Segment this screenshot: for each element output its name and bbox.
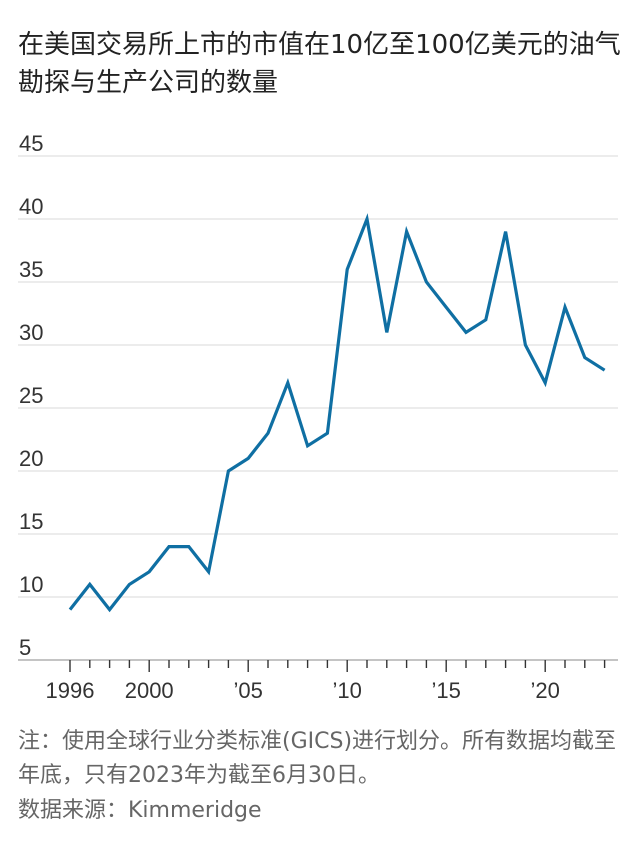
- y-tick-label: 35: [19, 257, 43, 282]
- chart-title: 在美国交易所上市的市值在10亿至100亿美元的油气勘探与生产公司的数量: [18, 30, 621, 98]
- y-tick-label: 45: [19, 131, 43, 156]
- x-tick-label: ’20: [531, 678, 560, 703]
- y-tick-label: 10: [19, 572, 43, 597]
- y-tick-label: 25: [19, 383, 43, 408]
- y-tick-label: 20: [19, 446, 43, 471]
- x-tick-label: ’05: [234, 678, 263, 703]
- x-tick-label: 1996: [46, 678, 95, 703]
- y-axis-labels: 45 40 35 30 25 20 15 10 5: [19, 131, 43, 660]
- chart-source: 数据来源：Kimmeridge: [18, 798, 262, 823]
- x-tick-label: 2000: [125, 678, 174, 703]
- y-tick-label: 40: [19, 194, 43, 219]
- y-tick-label: 5: [19, 635, 31, 660]
- chart-note: 注：使用全球行业分类标准(GICS)进行划分。所有数据均截至年底，只有2023年…: [18, 729, 617, 788]
- y-tick-label: 15: [19, 509, 43, 534]
- series: [68, 213, 606, 613]
- gridlines: [18, 155, 618, 661]
- y-tick-label: 30: [19, 320, 43, 345]
- x-tick-label: ’10: [333, 678, 362, 703]
- series-line: [68, 213, 606, 613]
- x-tick-label: ’15: [432, 678, 461, 703]
- x-axis: 1996 2000 ’05 ’10 ’15 ’20: [46, 660, 606, 703]
